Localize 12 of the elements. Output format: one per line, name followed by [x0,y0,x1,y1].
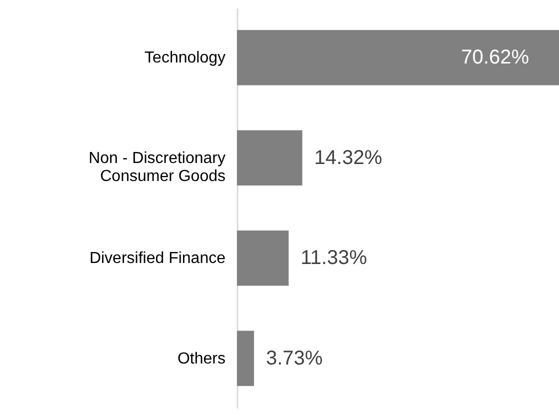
bar [237,130,302,186]
y-tick-label: Diversified Finance [89,250,226,268]
bar [237,30,559,86]
y-tick-label: Technology [144,50,226,67]
y-tick-label: Non - Discretionary Consumer Goods [88,150,226,185]
data-label: 11.33% [300,247,368,270]
data-label: 14.32% [314,146,382,169]
y-tick-label: Others [177,350,226,368]
bar [237,230,289,286]
bar [237,330,254,386]
data-label: 70.62% [461,46,530,69]
data-label: 3.73% [266,347,323,370]
